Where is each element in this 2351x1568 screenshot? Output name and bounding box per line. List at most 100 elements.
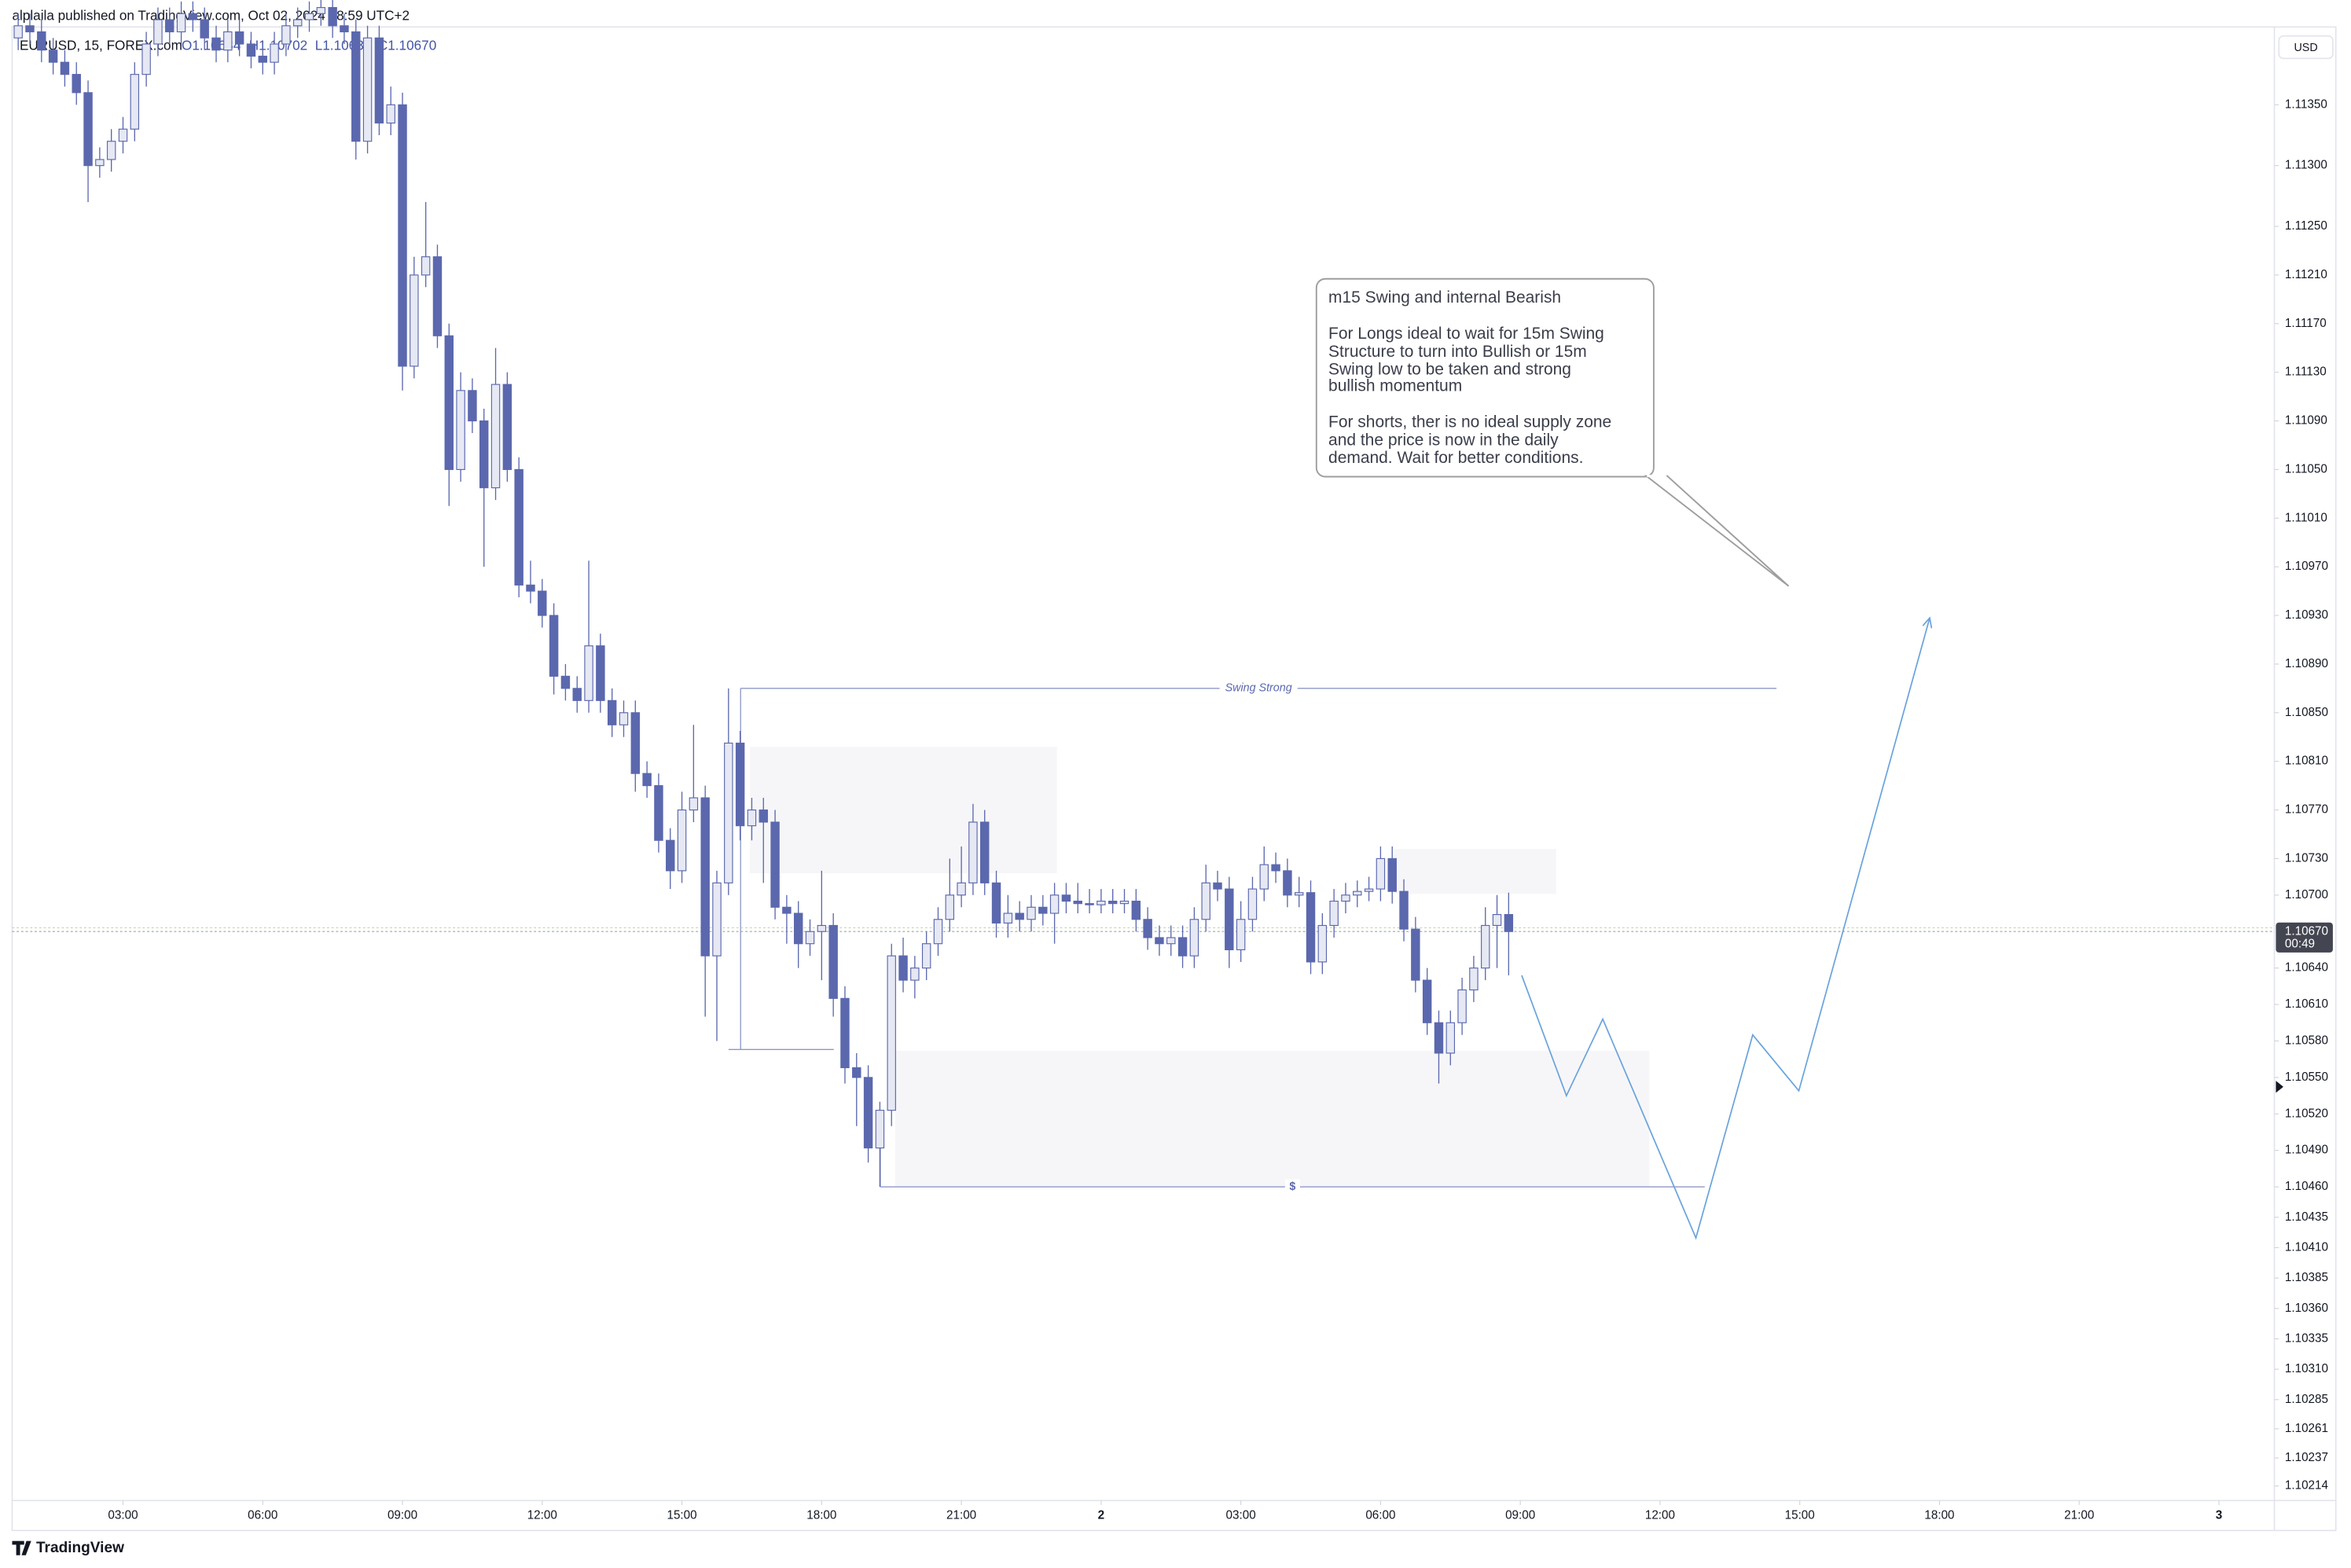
candle-body: [502, 384, 512, 470]
y-tick-label: 1.10261: [2285, 1422, 2328, 1435]
y-tick-label: 1.11010: [2285, 511, 2327, 524]
candle-body: [1085, 903, 1094, 905]
x-tick-label: 15:00: [667, 1508, 696, 1522]
candle-body: [549, 615, 559, 677]
zone: [894, 1050, 1650, 1188]
candle-body: [1073, 900, 1082, 905]
candle-body: [782, 906, 792, 914]
axis-marker: [2276, 1081, 2283, 1093]
x-tick-label: 18:00: [806, 1508, 836, 1522]
y-tick-label: 1.10335: [2285, 1331, 2328, 1345]
candle-body: [747, 809, 757, 827]
candle-body: [1225, 888, 1234, 950]
currency-label[interactable]: USD: [2294, 42, 2317, 54]
y-tick-label: 1.10360: [2285, 1302, 2328, 1315]
candle-body: [910, 968, 920, 981]
candle-body: [13, 25, 23, 39]
candle-body: [130, 74, 140, 130]
countdown-label: 00:49: [2285, 937, 2315, 950]
candle-body: [1341, 894, 1350, 902]
candle-body: [805, 931, 815, 945]
candle-body: [689, 797, 699, 811]
y-tick-label: 1.10410: [2285, 1240, 2328, 1254]
candle-body: [188, 13, 198, 20]
candle-body: [258, 55, 267, 63]
candle-body: [362, 37, 373, 142]
candle-body: [1177, 937, 1188, 957]
y-tick-label: 1.11130: [2285, 365, 2327, 379]
candle-body: [270, 43, 279, 63]
x-tick-label: 12:00: [527, 1508, 557, 1522]
x-tick-label: 06:00: [248, 1508, 277, 1522]
candle-body: [770, 821, 780, 908]
candle-body: [1108, 900, 1118, 905]
x-tick-label: 12:00: [1645, 1508, 1675, 1522]
candle-body: [200, 19, 209, 39]
callout-line: Structure to turn into Bullish or 15m: [1328, 343, 1587, 361]
candle-body: [828, 924, 838, 999]
x-tick-label: 3: [2216, 1508, 2222, 1522]
candle-body: [1329, 900, 1339, 927]
candle-body: [106, 141, 116, 160]
callout-line: bullish momentum: [1328, 377, 1462, 395]
x-tick-label: 09:00: [1505, 1508, 1535, 1522]
candle-body: [1353, 890, 1362, 896]
candle-body: [677, 809, 687, 872]
candle-body: [211, 37, 221, 51]
callout-line: For shorts, ther is no ideal supply zone: [1328, 413, 1611, 431]
candle-body: [456, 390, 465, 470]
candle-body: [1189, 919, 1199, 957]
y-tick-label: 1.10490: [2285, 1144, 2328, 1157]
publish-header: alplaila published on TradingView.com, O…: [12, 8, 410, 24]
candle-body: [514, 468, 523, 586]
y-tick-label: 1.11050: [2285, 462, 2327, 476]
x-tick-label: 06:00: [1365, 1508, 1395, 1522]
candle-body: [1271, 864, 1280, 872]
candle-body: [1376, 857, 1386, 890]
candle-body: [328, 7, 337, 27]
candle-body: [921, 943, 931, 969]
currency-box[interactable]: [2278, 35, 2334, 60]
projection-arrowhead: [1922, 616, 1933, 629]
y-tick-label: 1.11170: [2285, 317, 2327, 330]
candle-body: [793, 913, 803, 945]
candle-body: [304, 13, 314, 20]
y-tick-label: 1.11210: [2285, 268, 2327, 281]
candle-body: [700, 797, 710, 957]
y-tick-label: 1.10435: [2285, 1210, 2328, 1224]
candle-body: [887, 955, 896, 1111]
y-tick-label: 1.10850: [2285, 706, 2328, 719]
brand-label: TradingView: [36, 1540, 124, 1556]
y-tick-label: 1.10550: [2285, 1070, 2328, 1084]
candle-body: [1049, 894, 1060, 914]
x-tick-label: 09:00: [388, 1508, 417, 1522]
y-tick-label: 1.10285: [2285, 1393, 2328, 1406]
candle-body: [1061, 894, 1071, 902]
brand-logo: [12, 1540, 31, 1555]
y-tick-label: 1.10810: [2285, 755, 2328, 768]
y-tick-label: 1.10700: [2285, 888, 2328, 902]
candle-body: [980, 821, 990, 883]
candle-body: [607, 700, 617, 725]
price-badge-label: 1.10670: [2285, 924, 2328, 938]
logo-mark: [12, 1540, 31, 1555]
candle-body: [1317, 924, 1328, 963]
candle-body: [1015, 913, 1024, 920]
y-tick-label: 1.10640: [2285, 961, 2328, 975]
x-tick-label: 15:00: [1785, 1508, 1815, 1522]
candle-body: [584, 645, 593, 701]
candle-body: [410, 274, 419, 367]
candle-body: [945, 894, 955, 920]
callout-line: and the price is now in the daily: [1328, 431, 1559, 449]
candle-body: [1236, 919, 1246, 950]
x-tick-label: 03:00: [108, 1508, 138, 1522]
y-tick-label: 1.10970: [2285, 560, 2328, 573]
ohlc-legend: C1.10670: [378, 38, 436, 53]
candle-body: [1492, 913, 1502, 927]
candle-body: [1097, 900, 1106, 905]
candle-body: [1119, 900, 1130, 905]
candle-body: [724, 742, 733, 883]
candle-body: [1469, 968, 1479, 991]
candle-body: [526, 584, 535, 592]
candle-body: [817, 924, 827, 932]
